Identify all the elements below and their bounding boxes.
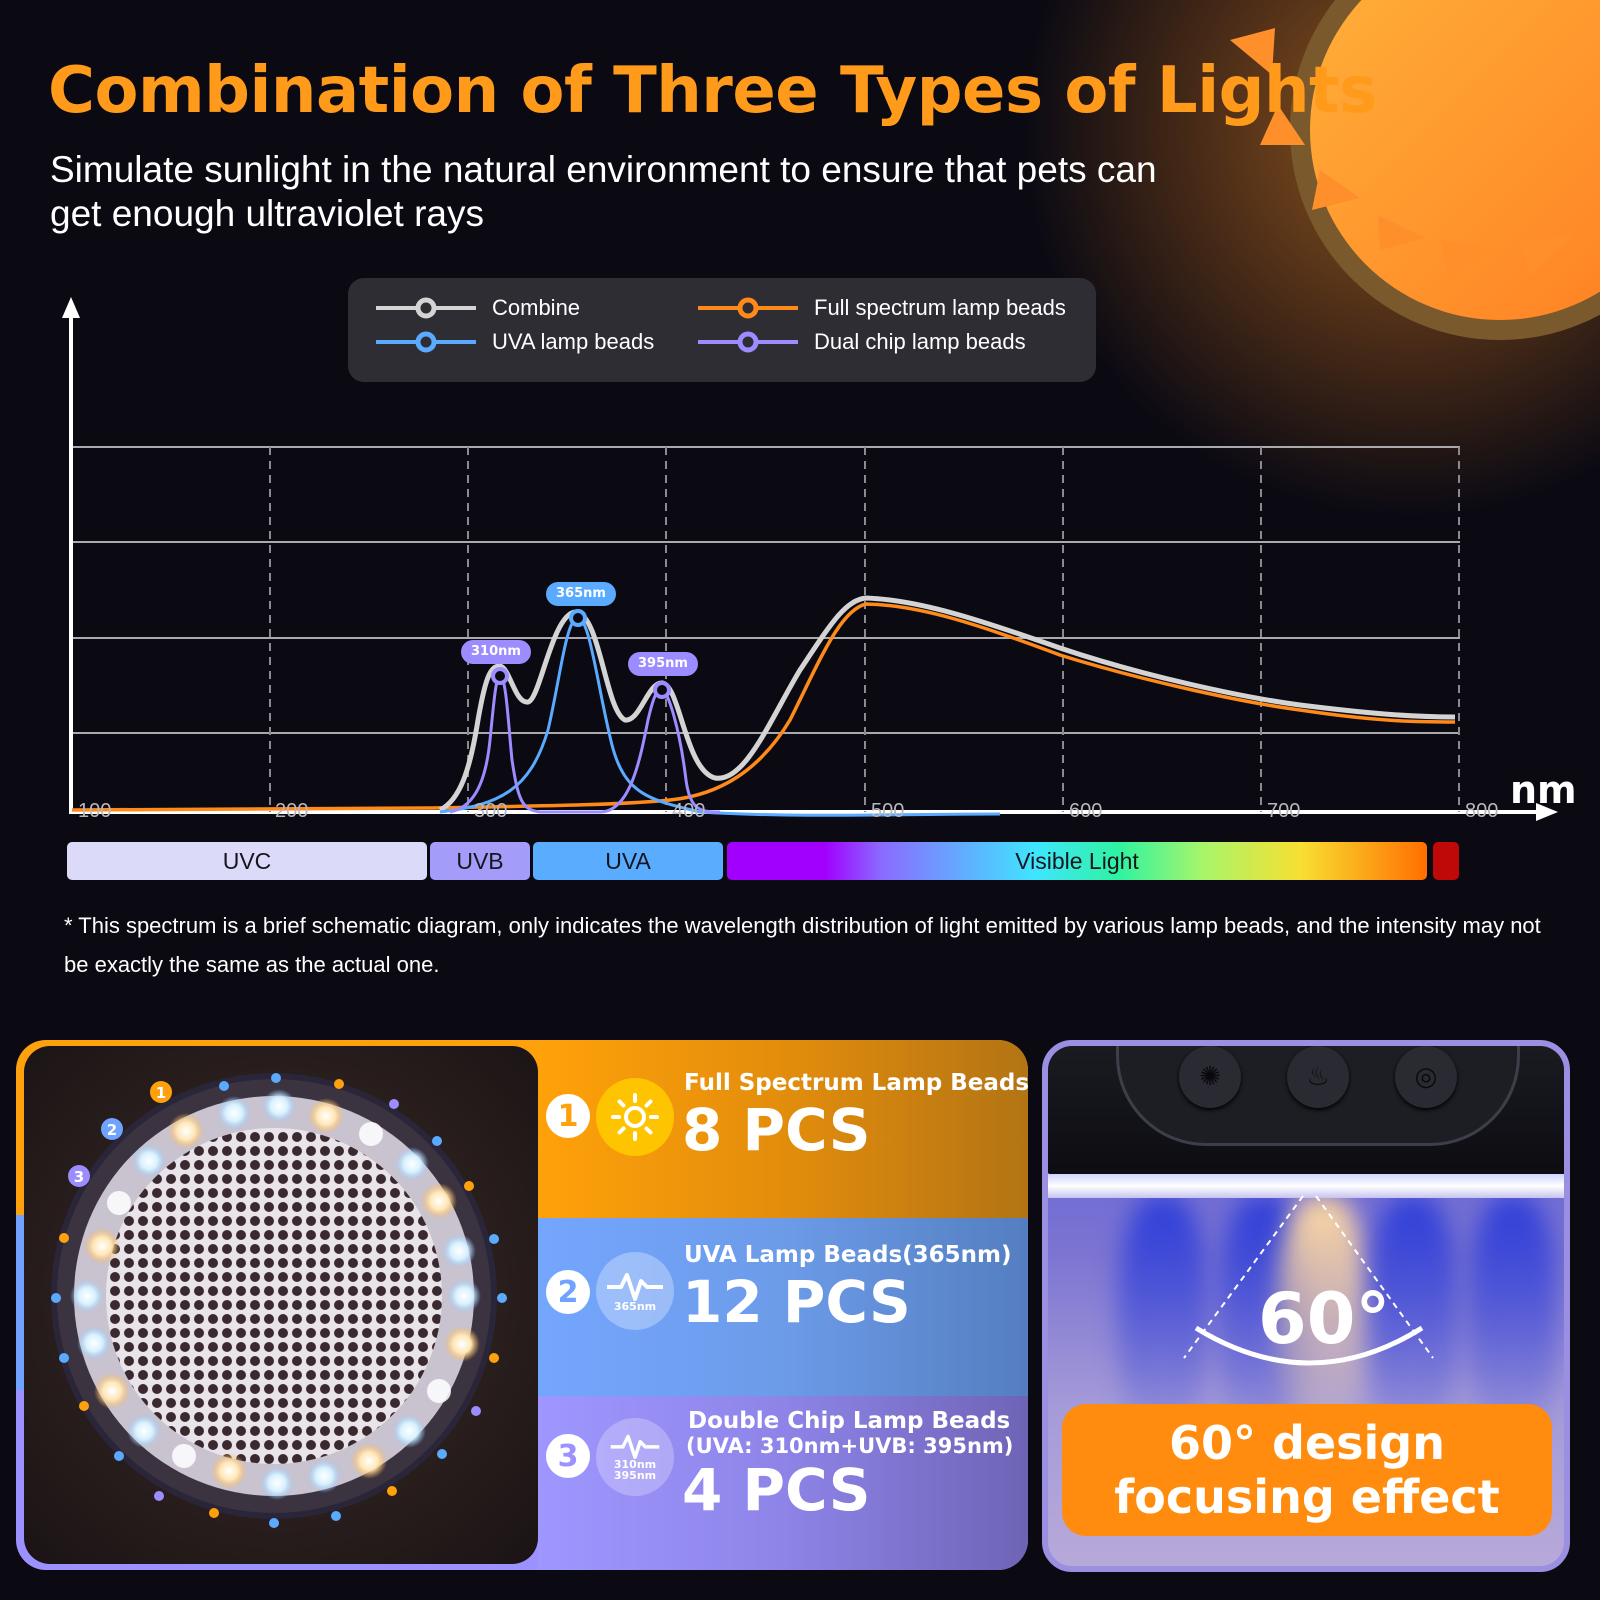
feature-title: Double Chip Lamp Beads bbox=[688, 1408, 1011, 1434]
feature-subtitle: (UVA: 310nm+UVB: 395nm) bbox=[686, 1434, 1014, 1458]
feature-row-full-spectrum: 1 Full Spectrum Lamp Beads 8 PCS bbox=[538, 1040, 1030, 1218]
feature-row-uva: 2 365nm UVA Lamp Beads(365nm) 12 PCS bbox=[538, 1218, 1028, 1396]
feature-count: 8 PCS bbox=[682, 1096, 871, 1164]
page-subtitle: Simulate sunlight in the natural environ… bbox=[50, 149, 1157, 234]
band-infrared bbox=[1433, 842, 1459, 880]
y-axis-arrow-icon bbox=[62, 297, 80, 318]
lamp-ring-illustration: 1 2 3 bbox=[51, 1073, 507, 1528]
spectrum-chart bbox=[62, 297, 1558, 821]
light-bulb-button-icon: ✺ bbox=[1179, 1046, 1241, 1108]
line-marker-icon bbox=[698, 297, 798, 319]
x-tick-200: 200 bbox=[275, 800, 309, 822]
heat-button-icon: ♨ bbox=[1287, 1046, 1349, 1108]
sun-illustration bbox=[1230, 0, 1600, 340]
angle-diagram bbox=[1183, 1195, 1434, 1366]
peak-marker-395 bbox=[653, 681, 671, 699]
x-tick-600: 600 bbox=[1069, 800, 1103, 822]
series-combine bbox=[438, 595, 1456, 813]
x-tick-500: 500 bbox=[871, 800, 905, 822]
number-badge: 3 bbox=[546, 1434, 590, 1478]
legend-label: Combine bbox=[492, 295, 581, 320]
ring-number-markers: 1 2 3 bbox=[68, 1081, 172, 1187]
lamp-device: ✺ ♨ ◎ bbox=[1048, 1046, 1564, 1186]
peak-label-395: 395nm bbox=[628, 652, 698, 676]
lamp-bead-ring-photo: 1 2 3 bbox=[24, 1046, 538, 1564]
led-beads bbox=[84, 1098, 480, 1489]
led-strip bbox=[1048, 1174, 1564, 1198]
line-marker-icon bbox=[376, 297, 476, 319]
peak-marker-310 bbox=[491, 667, 509, 685]
peak-label-310: 310nm bbox=[461, 640, 531, 664]
page-title: Combination of Three Types of Lights bbox=[48, 54, 1377, 128]
x-tick-800: 800 bbox=[1465, 800, 1499, 822]
number-badge: 1 bbox=[546, 1094, 590, 1138]
peak-marker-365 bbox=[569, 609, 587, 627]
legend-label: Dual chip lamp beads bbox=[814, 329, 1026, 354]
x-tick-100: 100 bbox=[78, 800, 112, 822]
focus-line-2: focusing effect bbox=[1114, 1470, 1500, 1524]
peak-label-365: 365nm bbox=[546, 582, 616, 606]
legend-label: UVA lamp beads bbox=[492, 329, 655, 354]
feature-count: 4 PCS bbox=[682, 1456, 871, 1524]
focus-angle-photo: ✺ ♨ ◎ 60° 60° design focusing effect bbox=[1042, 1040, 1570, 1572]
x-tick-300: 300 bbox=[474, 800, 508, 822]
x-tick-400: 400 bbox=[672, 800, 706, 822]
lamp-button-icon: ◎ bbox=[1395, 1046, 1457, 1108]
svg-text:2: 2 bbox=[107, 1121, 117, 1139]
vertical-gridlines bbox=[269, 447, 1460, 812]
legend-item-dual-chip: Dual chip lamp beads bbox=[698, 328, 1026, 356]
legend-label: Full spectrum lamp beads bbox=[814, 295, 1066, 320]
feature-title: UVA Lamp Beads(365nm) bbox=[684, 1242, 1012, 1268]
feature-title: Full Spectrum Lamp Beads bbox=[684, 1070, 1030, 1096]
waveform-icon: 365nm bbox=[596, 1252, 674, 1330]
feature-count: 12 PCS bbox=[682, 1268, 911, 1336]
band-uva: UVA bbox=[533, 842, 723, 880]
horizontal-gridlines bbox=[73, 446, 1460, 734]
control-panel: ✺ ♨ ◎ bbox=[1116, 1046, 1520, 1146]
svg-text:3: 3 bbox=[74, 1168, 84, 1186]
number-badge: 2 bbox=[546, 1270, 590, 1314]
line-marker-icon bbox=[376, 331, 476, 353]
sun-icon bbox=[596, 1078, 674, 1156]
legend-item-combine: Combine bbox=[376, 294, 580, 322]
ring-marker-dots bbox=[51, 1073, 507, 1528]
series-uva bbox=[439, 616, 1001, 817]
band-uvb: UVB bbox=[430, 842, 530, 880]
focus-badge: 60° design focusing effect bbox=[1062, 1404, 1552, 1536]
series-dual-chip bbox=[449, 674, 721, 814]
legend-item-uva: UVA lamp beads bbox=[376, 328, 654, 356]
chart-footnote: * This spectrum is a brief schematic dia… bbox=[64, 913, 1541, 977]
series-full-spectrum bbox=[71, 602, 1456, 812]
chart-legend: Combine Full spectrum lamp beads UVA lam… bbox=[348, 278, 1096, 382]
x-tick-700: 700 bbox=[1267, 800, 1301, 822]
waveform-icon: 310nm 395nm bbox=[596, 1418, 674, 1496]
legend-item-full-spectrum: Full spectrum lamp beads bbox=[698, 294, 1066, 322]
x-axis-unit-label: nm bbox=[1510, 768, 1577, 812]
band-uvc: UVC bbox=[67, 842, 427, 880]
x-axis-arrow-icon bbox=[1536, 803, 1558, 821]
svg-text:1: 1 bbox=[156, 1084, 166, 1102]
line-marker-icon bbox=[698, 331, 798, 353]
focus-line-1: 60° design bbox=[1169, 1416, 1445, 1470]
feature-row-dual-chip: 3 310nm 395nm Double Chip Lamp Beads (UV… bbox=[538, 1396, 1028, 1570]
angle-value: 60° bbox=[1258, 1278, 1391, 1360]
band-visible-light: Visible Light bbox=[727, 842, 1427, 880]
